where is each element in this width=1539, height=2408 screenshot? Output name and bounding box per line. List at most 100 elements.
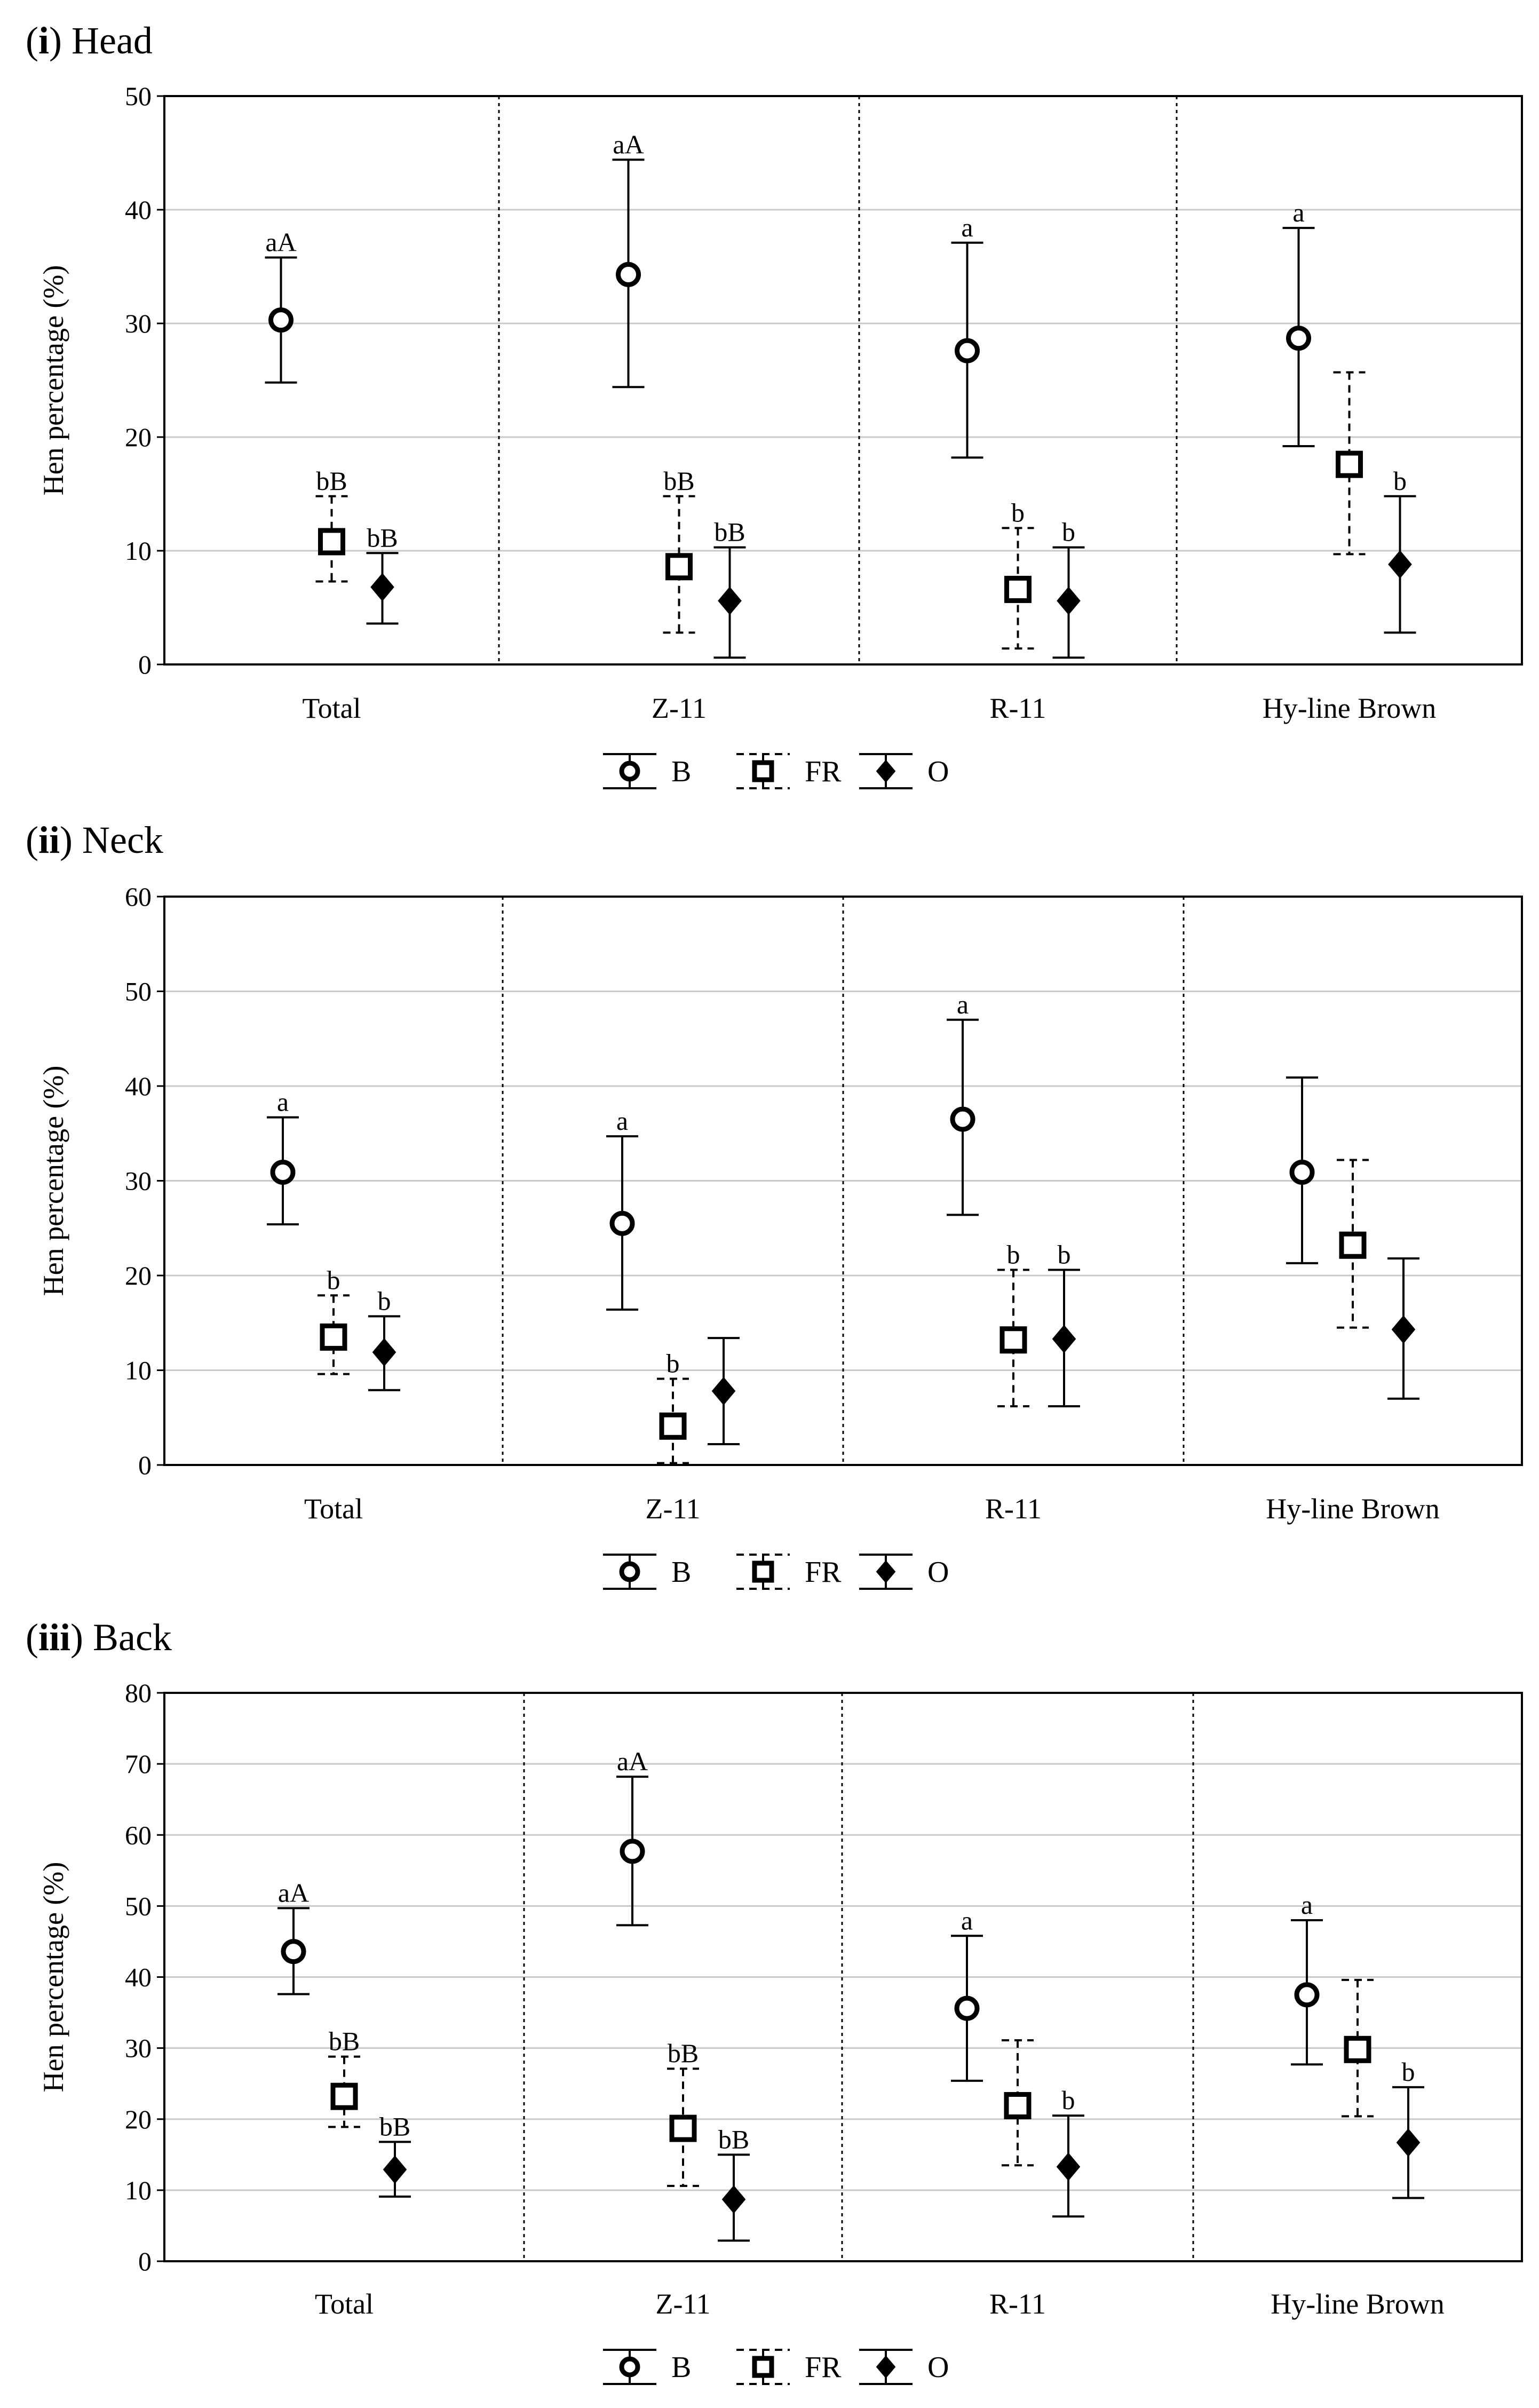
point-fr: bB: [315, 466, 348, 583]
point-o: bB: [366, 522, 399, 625]
marker-diamond: [370, 573, 394, 601]
y-tick-label: 50: [125, 977, 152, 1007]
point-b: a: [267, 1087, 299, 1226]
marker-diamond: [711, 1376, 736, 1406]
legend-marker-square: [752, 2356, 774, 2378]
panel-head: (i) Head 0 10 20 30 40 50 Hen percentage (%) Tot…: [26, 19, 1523, 789]
marker-diamond: [383, 2155, 407, 2184]
marker-circle: [950, 1106, 975, 1132]
y-tick-label: 0: [138, 2246, 152, 2276]
marker-square: [669, 2114, 697, 2142]
y-tick-label: 50: [125, 1891, 152, 1921]
legend-marker-diamond: [876, 759, 896, 783]
panel-back: (iii) Back 0 10 20 30 40 50 60 70 80 Hen percentag…: [26, 1616, 1523, 2385]
y-tick-label: 0: [138, 1450, 152, 1480]
point-o: bB: [379, 2111, 411, 2198]
marker-square: [318, 528, 345, 556]
point-fr: b: [318, 1265, 350, 1375]
point-o: b: [1052, 2085, 1084, 2218]
significance-label: bB: [329, 2026, 360, 2056]
marker-diamond: [1388, 550, 1412, 579]
significance-label: a: [1292, 197, 1304, 227]
point-b: aA: [265, 227, 297, 384]
plot-frame: [163, 95, 1523, 666]
significance-label: bB: [379, 2111, 410, 2141]
y-tick-label: 0: [138, 649, 152, 679]
point-fr: bB: [328, 2026, 360, 2128]
point-fr: [1002, 2039, 1034, 2167]
point-b: a: [1291, 1890, 1323, 2066]
significance-label: bB: [663, 466, 694, 496]
legend: B FR O: [603, 753, 949, 789]
y-axis-label: Hen percentage (%): [37, 1066, 69, 1296]
point-o: [708, 1337, 740, 1445]
significance-label: b: [1058, 1239, 1071, 1269]
y-tick-label: 60: [125, 882, 152, 912]
legend-item-b: B: [603, 1554, 691, 1590]
point-fr: b: [1002, 497, 1034, 650]
panel-label: ii: [38, 819, 60, 861]
y-tick-label: 30: [125, 2033, 152, 2063]
point-fr: [1333, 371, 1366, 556]
marker-square: [1004, 575, 1032, 603]
legend-item-b: B: [603, 753, 691, 789]
significance-label: bB: [367, 522, 398, 552]
significance-label: aA: [613, 129, 644, 159]
marker-diamond: [1057, 587, 1081, 615]
marker-diamond: [1052, 1325, 1076, 1353]
marker-circle: [281, 1939, 306, 1965]
legend-label: B: [671, 755, 691, 788]
category-label: Z-11: [646, 1493, 701, 1525]
y-tick-label: 40: [125, 195, 152, 225]
legend-item-o: O: [859, 753, 949, 789]
marker-circle: [1286, 326, 1311, 351]
marker-square: [1344, 2035, 1371, 2063]
marker-square: [665, 553, 693, 581]
panel-title: (i) Head: [26, 19, 153, 62]
legend-marker-circle: [619, 1561, 640, 1582]
significance-label: bB: [718, 2124, 749, 2154]
legend-item-o: O: [859, 1554, 949, 1590]
marker-diamond: [718, 587, 742, 615]
plot-frame: [163, 1692, 1523, 2262]
marker-circle: [1289, 1160, 1315, 1185]
category-label: Z-11: [656, 2288, 711, 2320]
significance-label: aA: [265, 227, 296, 257]
category-label: Z-11: [652, 692, 707, 724]
significance-label: b: [1393, 466, 1407, 496]
category-label: Hy-line Brown: [1263, 692, 1436, 724]
legend-label: B: [671, 2351, 691, 2384]
y-tick-label: 50: [125, 81, 152, 111]
point-o: b: [1052, 517, 1085, 659]
legend-label: O: [927, 2351, 949, 2384]
point-b: [1286, 1076, 1318, 1264]
point-fr: [1337, 1159, 1369, 1329]
y-tick-label: 20: [125, 1261, 152, 1290]
panel-title-text: Head: [72, 19, 153, 62]
significance-label: b: [1402, 2057, 1415, 2087]
category-label: R-11: [989, 2288, 1046, 2320]
legend-item-fr: FR: [736, 1554, 842, 1590]
category-label: Total: [304, 1493, 363, 1525]
legend-label: FR: [805, 2351, 842, 2384]
category-label: Total: [302, 692, 361, 724]
marker-circle: [616, 262, 641, 287]
significance-label: bB: [316, 466, 347, 496]
point-b: a: [951, 212, 983, 459]
y-tick-label: 40: [125, 1071, 152, 1101]
legend: B FR O: [603, 1554, 949, 1590]
significance-label: a: [616, 1106, 628, 1136]
point-b: a: [951, 1905, 983, 2082]
marker-square: [330, 2082, 358, 2110]
category-label: Hy-line Brown: [1271, 2288, 1444, 2320]
y-axis-label: Hen percentage (%): [37, 1862, 69, 2093]
legend-label: FR: [805, 1556, 842, 1589]
point-b: a: [1282, 197, 1315, 448]
legend-item-fr: FR: [736, 2349, 842, 2385]
point-fr: b: [657, 1348, 689, 1464]
legend-marker-circle: [619, 761, 640, 782]
marker-circle: [1294, 1982, 1320, 2008]
y-tick-label: 30: [125, 1166, 152, 1196]
legend-label: FR: [805, 755, 842, 788]
